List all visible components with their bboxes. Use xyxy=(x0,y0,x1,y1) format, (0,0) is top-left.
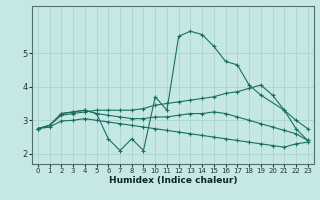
X-axis label: Humidex (Indice chaleur): Humidex (Indice chaleur) xyxy=(108,176,237,185)
